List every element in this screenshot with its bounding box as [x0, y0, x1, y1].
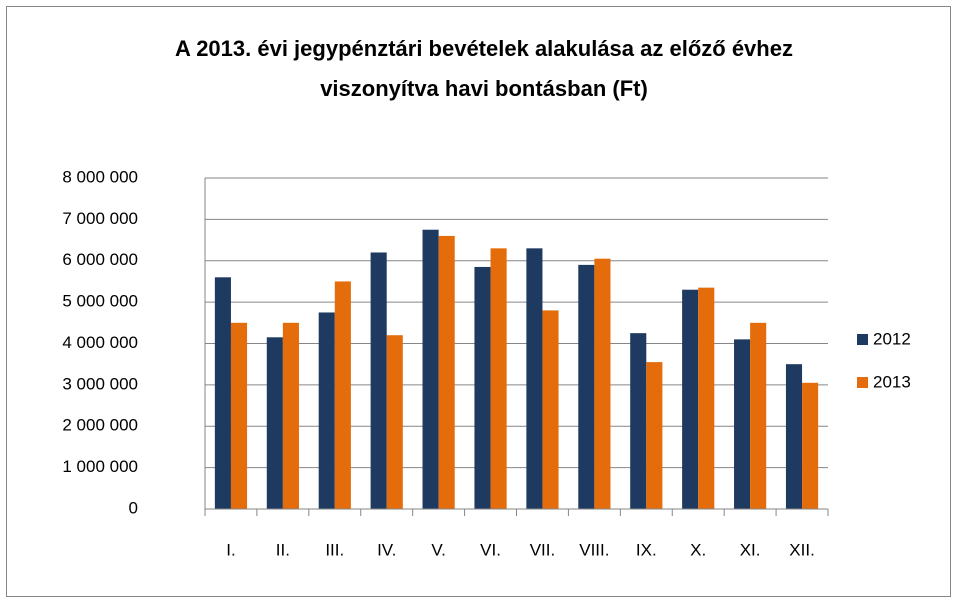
x-tick-label: XII.: [789, 540, 815, 559]
bar: [422, 229, 439, 509]
bar: [318, 312, 335, 509]
y-tick-label: 7 000 000: [62, 209, 138, 228]
bar: [370, 252, 387, 509]
bar: [698, 287, 715, 509]
y-tick-label: 5 000 000: [62, 292, 138, 311]
chart-title: A 2013. évi jegypénztári bevételek alaku…: [175, 36, 793, 61]
chart-title: viszonyítva havi bontásban (Ft): [320, 76, 648, 101]
x-tick-label: VI.: [480, 540, 501, 559]
bar: [785, 364, 803, 509]
x-tick-label: X.: [690, 540, 706, 559]
bar: [594, 258, 611, 509]
x-tick-label: III.: [325, 540, 344, 559]
y-tick-label: 6 000 000: [62, 250, 138, 269]
bar: [438, 235, 455, 510]
legend-swatch: [857, 334, 868, 345]
bar: [266, 337, 283, 509]
bar: [750, 322, 767, 509]
bar: [542, 310, 559, 509]
legend-label: 2012: [873, 329, 911, 348]
x-tick-label: IV.: [377, 540, 396, 559]
bar: [334, 281, 351, 509]
x-tick-label: VII.: [530, 540, 556, 559]
y-tick-label: 1 000 000: [62, 457, 138, 476]
x-tick-label: XI.: [740, 540, 761, 559]
bar: [214, 277, 231, 509]
y-tick-label: 0: [129, 498, 138, 517]
x-tick-label: IX.: [636, 540, 657, 559]
bar: [646, 362, 663, 509]
bar: [682, 289, 699, 509]
x-tick-label: I.: [226, 540, 235, 559]
bar: [386, 335, 403, 509]
bar: [490, 248, 507, 509]
bar: [526, 248, 543, 509]
bar: [282, 322, 299, 509]
bar: [734, 339, 751, 509]
bar: [474, 266, 491, 509]
y-tick-label: 4 000 000: [62, 333, 138, 352]
x-tick-label: V.: [431, 540, 446, 559]
y-tick-label: 8 000 000: [62, 167, 138, 186]
legend-swatch: [857, 377, 868, 388]
y-tick-label: 3 000 000: [62, 374, 138, 393]
bar: [802, 382, 819, 509]
x-tick-label: II.: [276, 540, 290, 559]
bar: [230, 322, 248, 509]
legend-label: 2013: [873, 372, 911, 391]
x-tick-label: VIII.: [579, 540, 609, 559]
y-tick-label: 2 000 000: [62, 416, 138, 435]
bar: [578, 264, 595, 509]
bar: [630, 333, 647, 509]
